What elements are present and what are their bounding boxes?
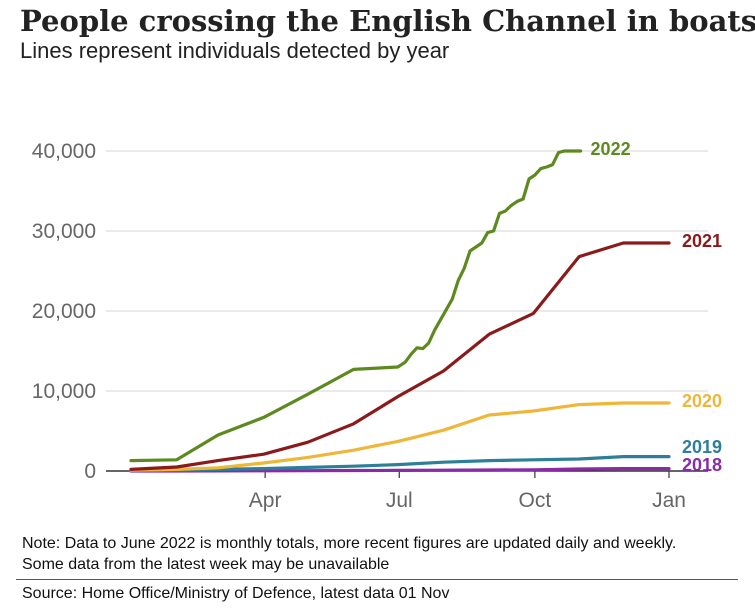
series-line-2022 [129,149,583,463]
x-tick-label: Jan [652,489,686,512]
series-label-2021: 2021 [682,231,722,251]
chart-title: People crossing the English Channel in b… [20,4,755,38]
y-tick-label: 40,000 [32,140,96,163]
chart-note: Note: Data to June 2022 is monthly total… [22,535,677,573]
series-line-2021 [129,241,671,471]
x-tick-label: Jul [386,489,413,512]
y-tick-label: 10,000 [32,380,96,403]
chart-subtitle: Lines represent individuals detected by … [20,38,450,63]
divider [16,579,738,580]
series-label-2020: 2020 [682,391,722,411]
y-tick-label: 30,000 [32,220,96,243]
x-tick-label: Oct [519,489,552,512]
series-label-2022: 2022 [591,139,631,159]
chart-source: Source: Home Office/Ministry of Defence,… [22,585,450,602]
x-tick-label: Apr [249,489,282,512]
y-tick-label: 0 [84,460,96,483]
grid-layer [106,150,708,478]
label-layer: 0 10,000 20,000 30,000 40,000 Apr Jul Oct Jan 201… [32,139,722,512]
y-tick-label: 20,000 [32,300,96,323]
series-line-2020 [129,401,671,472]
line-chart: 0 10,000 20,000 30,000 40,000 Apr Jul Oct Jan 201… [32,139,722,512]
series-label-2019: 2019 [682,437,722,457]
series-layer [129,149,671,473]
series-label-2018: 2018 [682,455,722,475]
